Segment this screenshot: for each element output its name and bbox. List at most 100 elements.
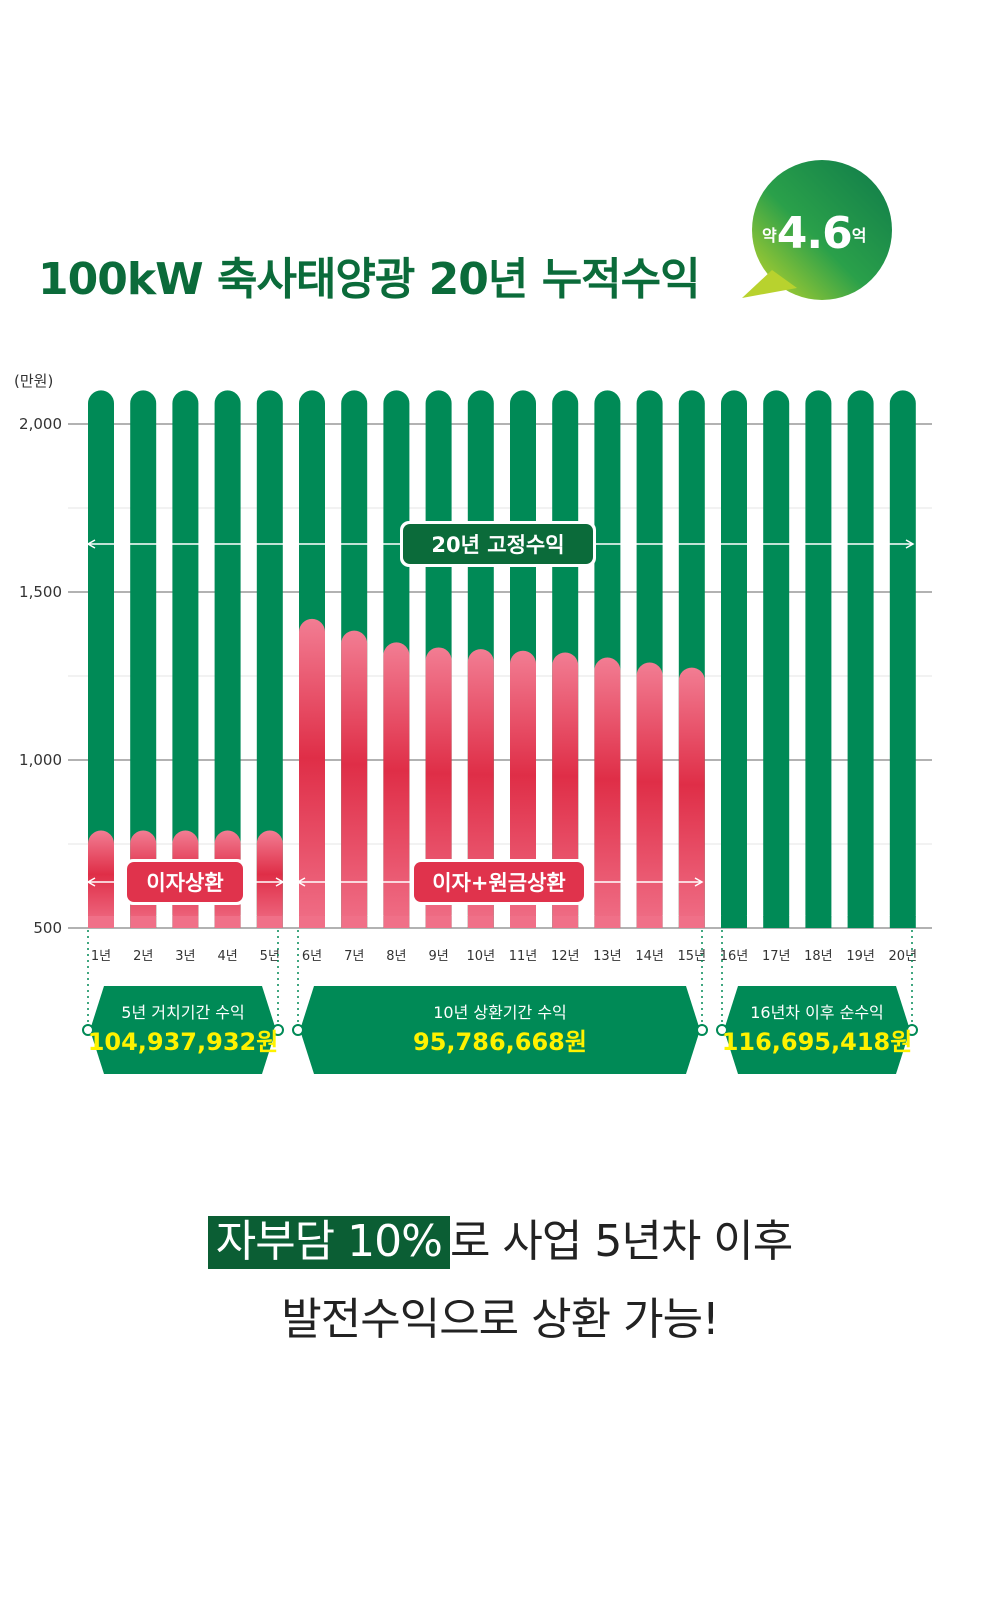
x-tick-label: 11년 xyxy=(509,949,538,964)
period-value: 104,937,932원 xyxy=(88,1028,279,1056)
x-tick-label: 15년 xyxy=(678,949,707,964)
period-dot xyxy=(716,1024,728,1036)
cumulative-income-chart: (만원) 500 1,000 1,500 2,000 1년 2년 3년 4년 5년 6년 7년 8년 9년… xyxy=(14,372,932,1074)
bar-repayment xyxy=(256,830,283,928)
x-tick-label: 1년 xyxy=(91,949,111,964)
badge-suffix: 억 xyxy=(851,226,867,245)
bar-fixed-income xyxy=(721,390,747,928)
bar-base xyxy=(721,916,747,928)
speech-bubble-badge xyxy=(742,160,892,300)
x-tick-label: 2년 xyxy=(133,949,153,964)
x-tick-label: 18년 xyxy=(804,949,833,964)
x-tick-label: 7년 xyxy=(344,949,364,964)
fixed-income-label-text: 20년 고정수익 xyxy=(431,533,564,557)
x-tick-label: 10년 xyxy=(467,949,496,964)
bar-repayment xyxy=(383,642,410,928)
interest-arrow-head-left xyxy=(86,877,96,887)
bar-repayment-base xyxy=(636,916,663,928)
bar-repayment-base xyxy=(214,916,241,928)
bar-repayment xyxy=(636,662,663,928)
x-tick-label: 20년 xyxy=(889,949,918,964)
x-tick-label: 6년 xyxy=(302,949,322,964)
bar-fixed-income xyxy=(256,390,283,928)
bar-repayment xyxy=(510,650,536,928)
bar-base xyxy=(889,916,916,928)
interest-label-box xyxy=(127,862,243,902)
bar-fixed-income xyxy=(889,390,916,928)
bar-repayment-base xyxy=(594,916,621,928)
bar-repayment xyxy=(88,830,114,928)
y-tick-label: 1,500 xyxy=(19,583,62,601)
period-box xyxy=(300,986,700,1074)
bar-fixed-income xyxy=(805,390,832,928)
interest-principal-label-box xyxy=(414,862,584,902)
interest-arrow-head-right xyxy=(275,877,285,887)
interest-principal-arrow-head-left xyxy=(296,877,306,887)
x-tick-label: 5년 xyxy=(260,949,280,964)
x-tick-label: 8년 xyxy=(386,949,406,964)
bar-fixed-income xyxy=(130,390,157,928)
period-box xyxy=(724,986,910,1074)
period-box xyxy=(90,986,276,1074)
period-label: 16년차 이후 순수익 xyxy=(750,1003,884,1022)
badge-prefix: 약 xyxy=(762,226,777,245)
period-dot xyxy=(82,1024,94,1036)
bar-fixed-income xyxy=(88,390,114,928)
bar-repayment-base xyxy=(341,916,368,928)
fixed-income-arrow-head-left xyxy=(86,539,96,549)
bar-repayment-base xyxy=(678,916,705,928)
x-tick-label: 16년 xyxy=(720,949,749,964)
bar-repayment xyxy=(425,647,452,928)
fixed-income-arrow-head-right xyxy=(905,539,915,549)
fixed-income-label-box xyxy=(403,524,593,564)
y-tick-label: 2,000 xyxy=(19,415,62,433)
bar-repayment xyxy=(678,667,705,928)
bar-repayment-base xyxy=(256,916,283,928)
x-tick-label: 9년 xyxy=(428,949,448,964)
x-tick-label: 14년 xyxy=(635,949,664,964)
footer-line1-rest: 로 사업 5년차 이후 xyxy=(449,1216,793,1267)
bar-repayment-base xyxy=(299,916,325,928)
footer-line-2: 발전수익으로 상환 가능! xyxy=(281,1294,719,1345)
tick-labels: (만원) 500 1,000 1,500 2,000 1년 2년 3년 4년 5년 6년 7년 8년 9년… xyxy=(14,372,917,964)
x-tick-label: 17년 xyxy=(762,949,791,964)
bar-fixed-income xyxy=(847,390,874,928)
period-dot xyxy=(272,1024,284,1036)
page-title: 100kW 축사태양광 20년 누적수익 xyxy=(38,254,701,305)
y-tick-label: 1,000 xyxy=(19,751,62,769)
period-dot xyxy=(906,1024,918,1036)
footer-line-1: 자부담 10% 로 사업 5년차 이후 xyxy=(0,1205,1000,1269)
y-tick-label: 500 xyxy=(33,919,62,937)
bar-base xyxy=(847,916,874,928)
period-label: 10년 상환기간 수익 xyxy=(433,1003,567,1022)
period-dot xyxy=(292,1024,304,1036)
bar-base xyxy=(805,916,832,928)
interest-label-text: 이자상환 xyxy=(146,871,223,895)
bar-fixed-income xyxy=(214,390,241,928)
y-unit-label: (만원) xyxy=(14,372,53,390)
badge-text: 약4.6억 xyxy=(762,208,892,259)
bar-repayment-base xyxy=(172,916,199,928)
bar-base xyxy=(763,916,790,928)
bar-repayment xyxy=(341,630,368,928)
period-value: 95,786,668원 xyxy=(413,1028,587,1056)
bar-repayment-base xyxy=(467,916,494,928)
period-value: 116,695,418원 xyxy=(722,1028,913,1056)
bar-fixed-income xyxy=(172,390,199,928)
bar-repayment-base xyxy=(88,916,114,928)
period-dot xyxy=(696,1024,708,1036)
footer-highlight: 자부담 10% xyxy=(207,1216,450,1269)
badge-value: 4.6 xyxy=(776,208,853,259)
interest-principal-label-text: 이자+원금상환 xyxy=(432,871,566,895)
bar-repayment-base xyxy=(383,916,410,928)
bar-repayment xyxy=(467,649,494,928)
period-label: 5년 거치기간 수익 xyxy=(121,1003,244,1022)
bar-repayment-base xyxy=(510,916,536,928)
bar-fixed-income xyxy=(763,390,790,928)
bars xyxy=(88,390,916,928)
period-boxes: 5년 거치기간 수익 104,937,932원 10년 상환기간 수익 95,786,… xyxy=(82,930,918,1074)
x-tick-label: 13년 xyxy=(593,949,622,964)
bar-repayment xyxy=(594,657,621,928)
x-tick-label: 19년 xyxy=(846,949,875,964)
